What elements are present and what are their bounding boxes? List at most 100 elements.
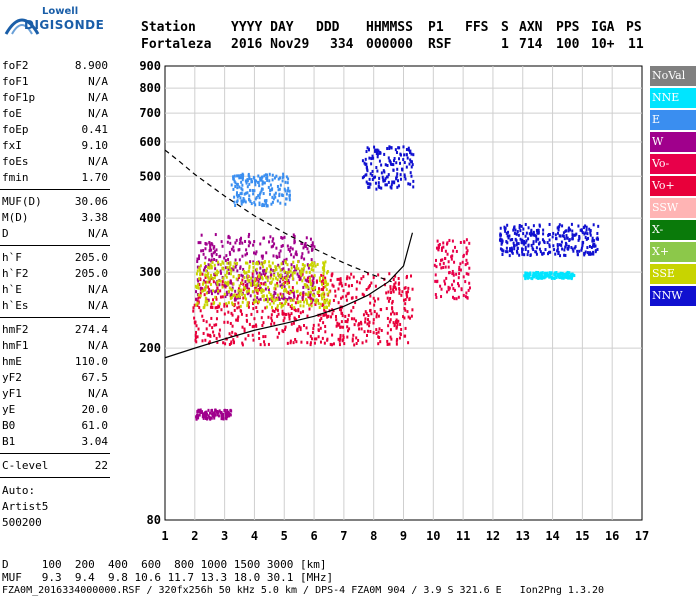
data-point bbox=[549, 250, 552, 254]
data-point bbox=[312, 323, 315, 327]
data-point bbox=[291, 286, 294, 290]
data-point bbox=[291, 277, 294, 281]
data-point bbox=[202, 281, 205, 285]
data-point bbox=[293, 238, 296, 242]
data-point bbox=[452, 249, 455, 253]
data-point bbox=[372, 176, 375, 180]
legend-item: E bbox=[650, 110, 696, 130]
param-name: hmE bbox=[2, 355, 22, 368]
data-point bbox=[529, 233, 532, 237]
data-point bbox=[276, 199, 279, 203]
param-name: B0 bbox=[2, 419, 16, 432]
data-point bbox=[535, 229, 538, 233]
data-point bbox=[253, 282, 256, 286]
data-point bbox=[434, 279, 437, 283]
data-point bbox=[440, 287, 443, 291]
data-point bbox=[374, 284, 377, 288]
data-point bbox=[290, 253, 293, 257]
data-point bbox=[593, 244, 596, 248]
data-point bbox=[311, 241, 314, 245]
data-point bbox=[270, 280, 273, 284]
data-point bbox=[369, 329, 372, 333]
data-point bbox=[266, 178, 269, 182]
data-point bbox=[206, 333, 209, 337]
data-point bbox=[392, 163, 395, 167]
data-point bbox=[265, 176, 268, 180]
data-point bbox=[368, 320, 371, 324]
data-point bbox=[366, 182, 369, 186]
data-point bbox=[324, 330, 327, 334]
data-point bbox=[405, 276, 408, 280]
data-point bbox=[531, 246, 534, 250]
data-cluster bbox=[361, 145, 415, 191]
data-point bbox=[282, 319, 285, 323]
data-point bbox=[270, 322, 273, 326]
data-point bbox=[564, 275, 567, 279]
data-point bbox=[295, 253, 298, 257]
data-point bbox=[561, 224, 564, 228]
data-point bbox=[392, 288, 395, 292]
data-point bbox=[228, 271, 231, 275]
data-point bbox=[198, 282, 201, 286]
data-point bbox=[566, 270, 569, 274]
data-point bbox=[369, 294, 372, 298]
data-point bbox=[261, 254, 264, 258]
data-point bbox=[375, 315, 378, 319]
y-tick-label: 400 bbox=[139, 211, 161, 225]
data-point bbox=[232, 341, 235, 345]
data-point bbox=[212, 289, 215, 293]
data-point bbox=[320, 316, 323, 320]
data-point bbox=[212, 280, 215, 284]
data-point bbox=[569, 228, 572, 232]
data-point bbox=[392, 290, 395, 294]
data-point bbox=[332, 284, 335, 288]
param-value: 3.04 bbox=[81, 435, 109, 448]
data-point bbox=[222, 267, 225, 271]
data-point bbox=[257, 174, 260, 178]
data-point bbox=[315, 279, 318, 283]
data-point bbox=[211, 306, 214, 310]
data-point bbox=[258, 196, 261, 200]
data-point bbox=[241, 188, 244, 192]
data-point bbox=[288, 285, 291, 289]
data-point bbox=[277, 188, 280, 192]
auto-label: Auto: bbox=[2, 484, 36, 497]
data-point bbox=[457, 276, 460, 280]
data-point bbox=[410, 174, 413, 178]
data-point bbox=[394, 148, 397, 152]
x-tick-label: 7 bbox=[340, 529, 347, 543]
data-point bbox=[287, 302, 290, 306]
data-point bbox=[508, 254, 511, 258]
data-point bbox=[584, 224, 587, 228]
data-point bbox=[558, 223, 561, 227]
data-point bbox=[213, 414, 216, 418]
data-point bbox=[289, 246, 292, 250]
data-point bbox=[396, 167, 399, 171]
data-point bbox=[353, 317, 356, 321]
data-point bbox=[290, 273, 293, 277]
data-point bbox=[369, 172, 372, 176]
data-point bbox=[247, 269, 250, 273]
data-point bbox=[450, 255, 453, 259]
data-point bbox=[505, 240, 508, 244]
data-point bbox=[261, 288, 264, 292]
data-point bbox=[256, 310, 259, 314]
data-point bbox=[261, 323, 264, 327]
data-point bbox=[372, 321, 375, 325]
data-point bbox=[216, 305, 219, 309]
data-point bbox=[322, 303, 325, 307]
data-point bbox=[547, 273, 550, 277]
data-point bbox=[386, 316, 389, 320]
data-point bbox=[253, 240, 256, 244]
param-value: N/A bbox=[88, 283, 108, 296]
data-point bbox=[550, 276, 553, 280]
data-point bbox=[366, 322, 369, 326]
data-point bbox=[592, 252, 595, 256]
data-point bbox=[558, 276, 561, 280]
data-point bbox=[252, 261, 255, 265]
data-point bbox=[592, 223, 595, 227]
data-point bbox=[591, 236, 594, 240]
data-point bbox=[293, 271, 296, 275]
data-point bbox=[216, 340, 219, 344]
data-point bbox=[292, 298, 295, 302]
